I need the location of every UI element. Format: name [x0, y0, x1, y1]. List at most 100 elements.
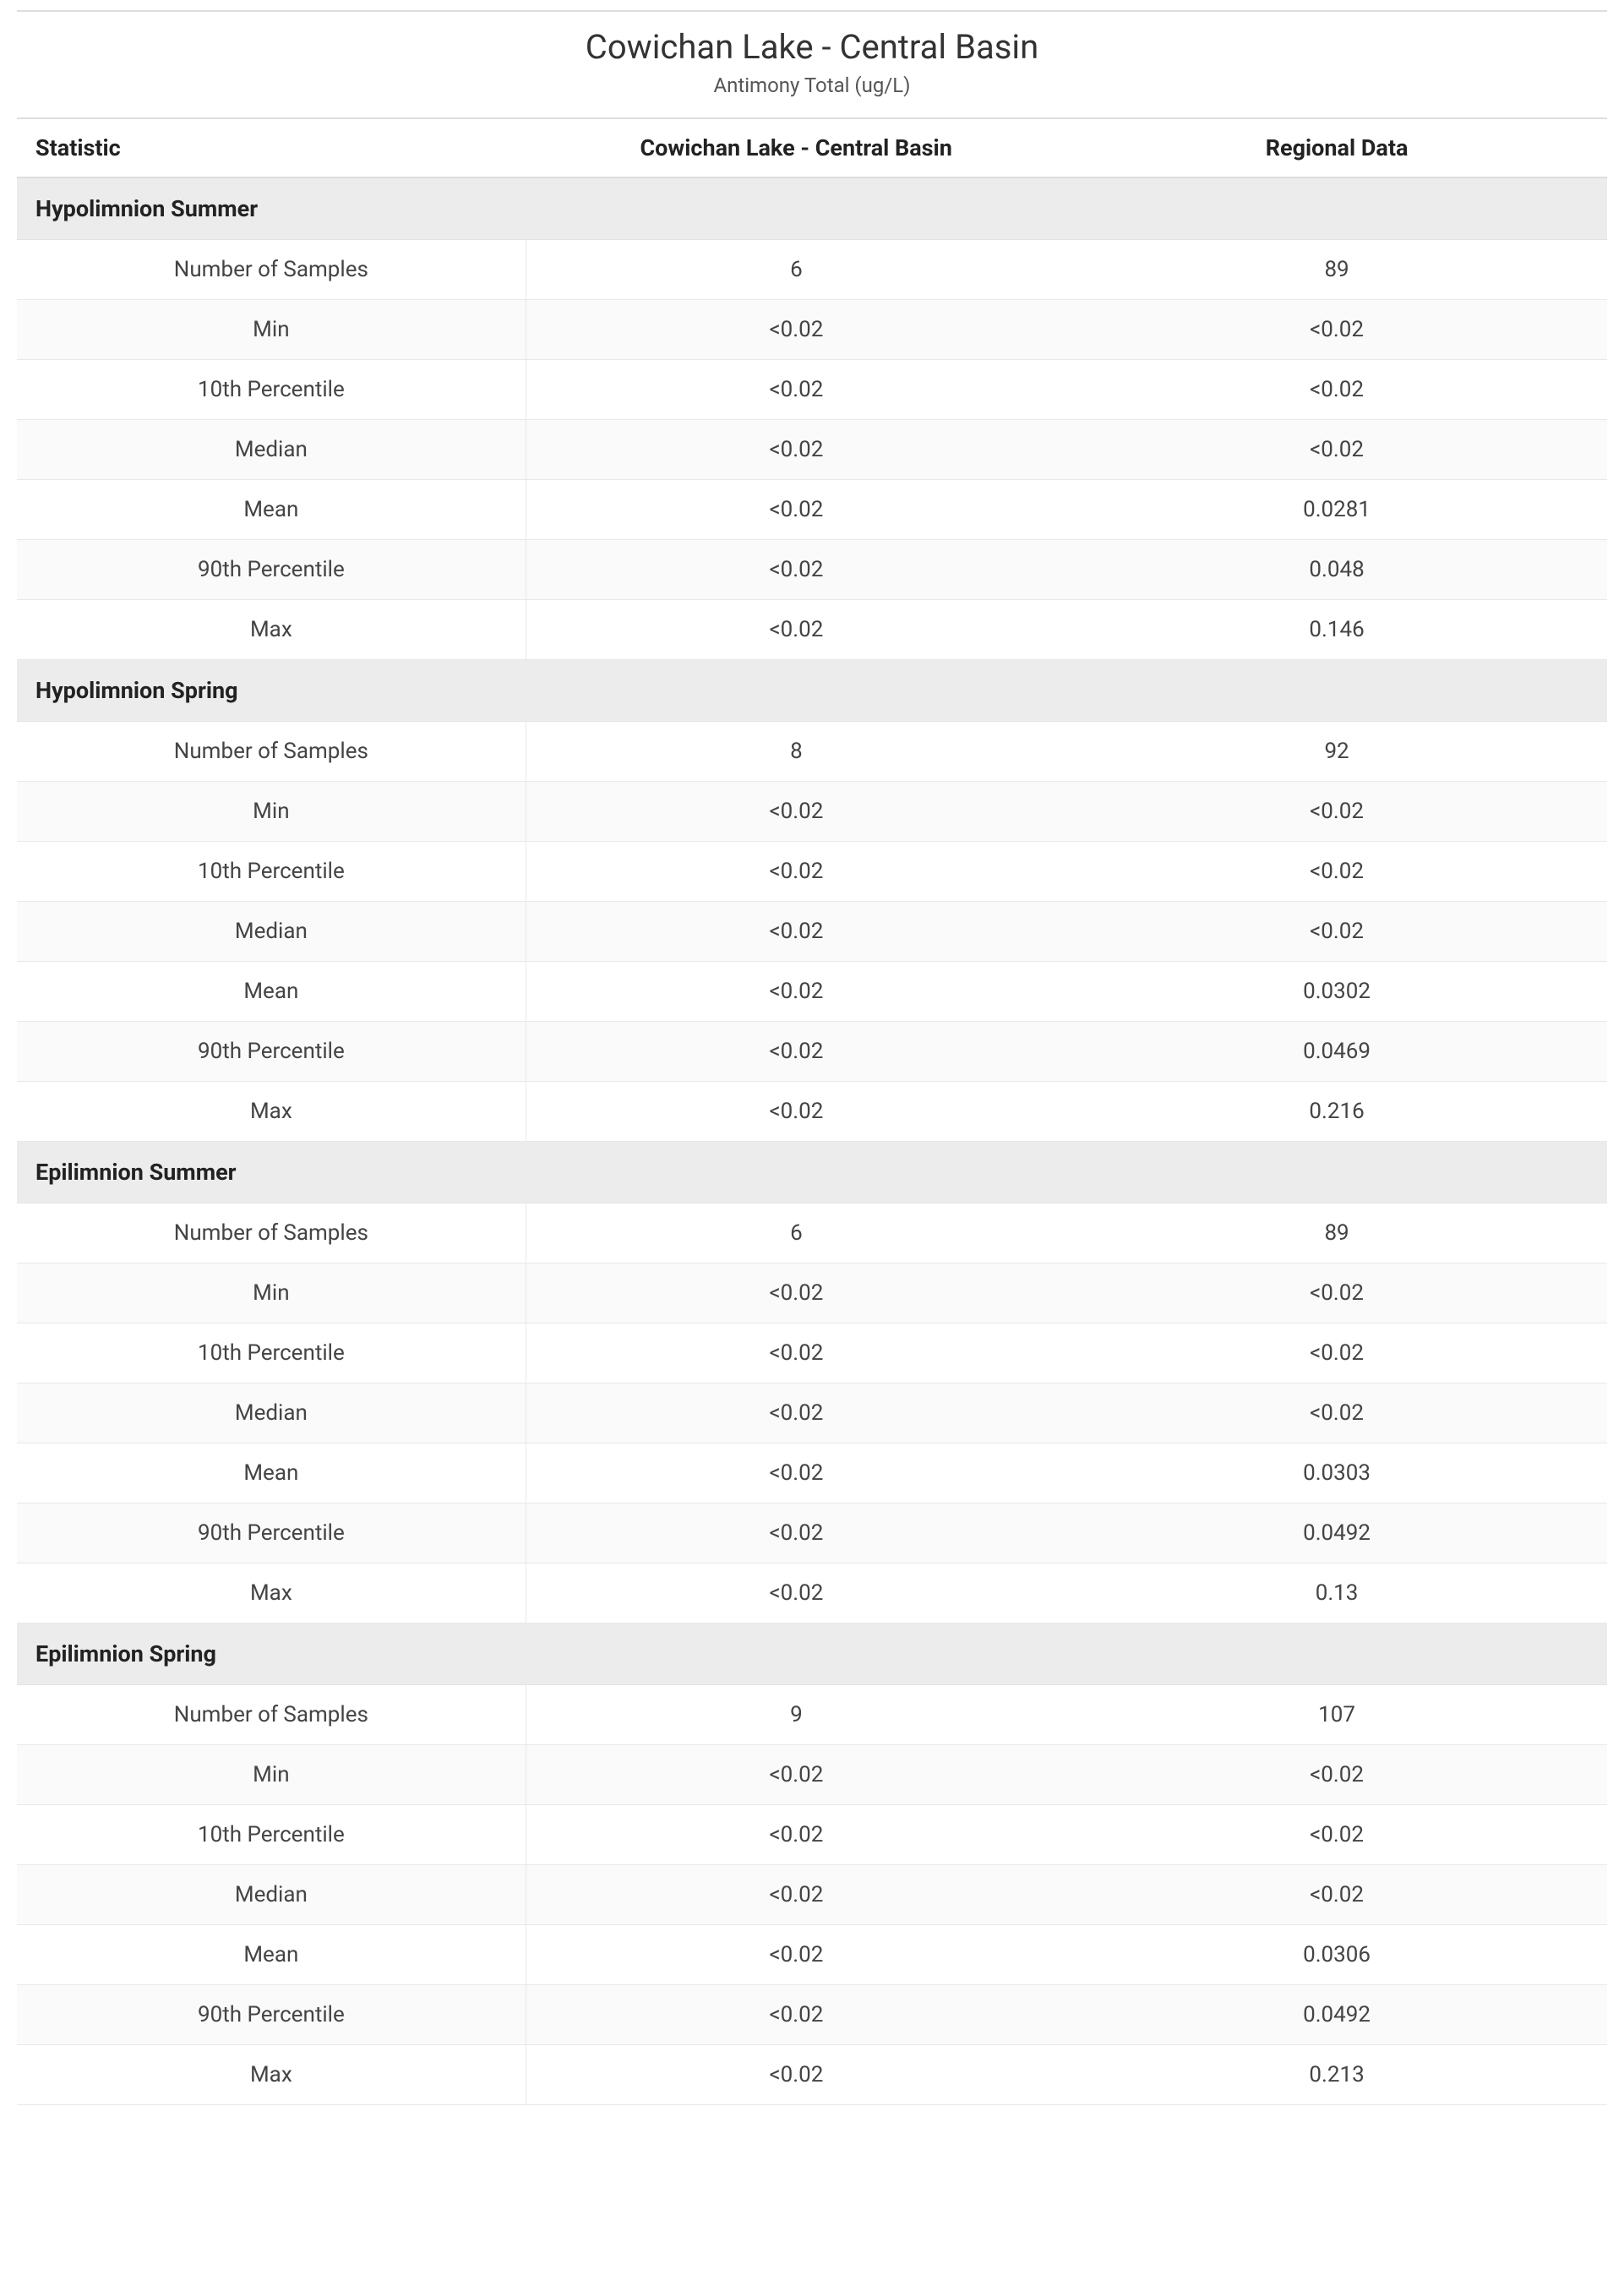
table-row: 10th Percentile<0.02<0.02 [17, 842, 1607, 902]
site-value-cell: <0.02 [526, 842, 1066, 902]
region-value-cell: 0.146 [1066, 600, 1607, 660]
table-row: Min<0.02<0.02 [17, 1745, 1607, 1805]
table-row: Min<0.02<0.02 [17, 300, 1607, 360]
region-value-cell: <0.02 [1066, 1745, 1607, 1805]
stat-label-cell: Median [17, 420, 526, 480]
region-value-cell: <0.02 [1066, 1263, 1607, 1323]
site-value-cell: <0.02 [526, 782, 1066, 842]
region-value-cell: 0.0302 [1066, 962, 1607, 1022]
table-row: 90th Percentile<0.020.0492 [17, 1985, 1607, 2045]
table-row: Number of Samples9107 [17, 1685, 1607, 1745]
site-value-cell: <0.02 [526, 1865, 1066, 1925]
region-value-cell: 107 [1066, 1685, 1607, 1745]
site-value-cell: <0.02 [526, 1925, 1066, 1985]
stat-label-cell: Min [17, 1745, 526, 1805]
site-value-cell: <0.02 [526, 1503, 1066, 1563]
stat-label-cell: Max [17, 1082, 526, 1142]
site-value-cell: <0.02 [526, 360, 1066, 420]
stat-label-cell: Median [17, 1865, 526, 1925]
stat-label-cell: Max [17, 1563, 526, 1623]
table-row: Mean<0.020.0303 [17, 1443, 1607, 1503]
report-container: Cowichan Lake - Central Basin Antimony T… [0, 10, 1624, 2105]
stat-label-cell: Number of Samples [17, 1685, 526, 1745]
region-value-cell: 0.0469 [1066, 1022, 1607, 1082]
region-value-cell: <0.02 [1066, 420, 1607, 480]
table-row: 10th Percentile<0.02<0.02 [17, 1805, 1607, 1865]
region-value-cell: <0.02 [1066, 1323, 1607, 1383]
section-header-label: Epilimnion Summer [17, 1142, 1607, 1203]
table-row: Max<0.020.216 [17, 1082, 1607, 1142]
site-value-cell: <0.02 [526, 2045, 1066, 2105]
table-row: Median<0.02<0.02 [17, 1865, 1607, 1925]
stat-label-cell: Number of Samples [17, 722, 526, 782]
site-value-cell: <0.02 [526, 1323, 1066, 1383]
region-value-cell: <0.02 [1066, 782, 1607, 842]
table-row: Median<0.02<0.02 [17, 902, 1607, 962]
col-header-region: Regional Data [1066, 118, 1607, 177]
stat-label-cell: Median [17, 1383, 526, 1443]
stat-label-cell: 10th Percentile [17, 1323, 526, 1383]
stat-label-cell: Mean [17, 480, 526, 540]
site-value-cell: 9 [526, 1685, 1066, 1745]
table-row: 90th Percentile<0.020.0492 [17, 1503, 1607, 1563]
region-value-cell: <0.02 [1066, 300, 1607, 360]
table-row: Median<0.02<0.02 [17, 1383, 1607, 1443]
region-value-cell: <0.02 [1066, 1383, 1607, 1443]
table-row: Number of Samples689 [17, 1203, 1607, 1263]
region-value-cell: <0.02 [1066, 902, 1607, 962]
table-row: Number of Samples689 [17, 240, 1607, 300]
site-value-cell: <0.02 [526, 1263, 1066, 1323]
stat-label-cell: Min [17, 782, 526, 842]
stat-label-cell: 10th Percentile [17, 360, 526, 420]
stat-label-cell: 90th Percentile [17, 1503, 526, 1563]
table-row: Mean<0.020.0281 [17, 480, 1607, 540]
col-header-statistic: Statistic [17, 118, 526, 177]
region-value-cell: 0.213 [1066, 2045, 1607, 2105]
table-row: Max<0.020.146 [17, 600, 1607, 660]
region-value-cell: <0.02 [1066, 1865, 1607, 1925]
site-value-cell: <0.02 [526, 420, 1066, 480]
region-value-cell: 89 [1066, 240, 1607, 300]
region-value-cell: 0.216 [1066, 1082, 1607, 1142]
region-value-cell: 89 [1066, 1203, 1607, 1263]
section-header-row: Epilimnion Spring [17, 1623, 1607, 1685]
site-value-cell: 6 [526, 240, 1066, 300]
region-value-cell: 0.13 [1066, 1563, 1607, 1623]
region-value-cell: 0.0303 [1066, 1443, 1607, 1503]
section-header-row: Hypolimnion Summer [17, 177, 1607, 240]
site-value-cell: <0.02 [526, 1805, 1066, 1865]
site-value-cell: <0.02 [526, 300, 1066, 360]
stat-label-cell: Mean [17, 962, 526, 1022]
site-value-cell: <0.02 [526, 1745, 1066, 1805]
stat-label-cell: Number of Samples [17, 1203, 526, 1263]
table-row: 10th Percentile<0.02<0.02 [17, 360, 1607, 420]
stat-label-cell: Max [17, 600, 526, 660]
table-row: Min<0.02<0.02 [17, 1263, 1607, 1323]
region-value-cell: 0.0492 [1066, 1985, 1607, 2045]
site-value-cell: <0.02 [526, 600, 1066, 660]
site-value-cell: <0.02 [526, 1563, 1066, 1623]
site-value-cell: <0.02 [526, 540, 1066, 600]
region-value-cell: 0.0306 [1066, 1925, 1607, 1985]
stat-label-cell: Number of Samples [17, 240, 526, 300]
stat-label-cell: 90th Percentile [17, 1985, 526, 2045]
table-row: 10th Percentile<0.02<0.02 [17, 1323, 1607, 1383]
stat-label-cell: 10th Percentile [17, 842, 526, 902]
stat-label-cell: Mean [17, 1443, 526, 1503]
stat-label-cell: 90th Percentile [17, 1022, 526, 1082]
region-value-cell: 0.048 [1066, 540, 1607, 600]
table-row: 90th Percentile<0.020.0469 [17, 1022, 1607, 1082]
site-value-cell: <0.02 [526, 1985, 1066, 2045]
table-row: Max<0.020.213 [17, 2045, 1607, 2105]
section-header-row: Epilimnion Summer [17, 1142, 1607, 1203]
section-header-label: Epilimnion Spring [17, 1623, 1607, 1685]
site-value-cell: 8 [526, 722, 1066, 782]
stat-label-cell: Min [17, 300, 526, 360]
region-value-cell: <0.02 [1066, 842, 1607, 902]
site-value-cell: <0.02 [526, 962, 1066, 1022]
site-value-cell: 6 [526, 1203, 1066, 1263]
stat-label-cell: Min [17, 1263, 526, 1323]
title-block: Cowichan Lake - Central Basin Antimony T… [17, 12, 1607, 117]
site-value-cell: <0.02 [526, 1022, 1066, 1082]
page-subtitle: Antimony Total (ug/L) [17, 74, 1607, 109]
